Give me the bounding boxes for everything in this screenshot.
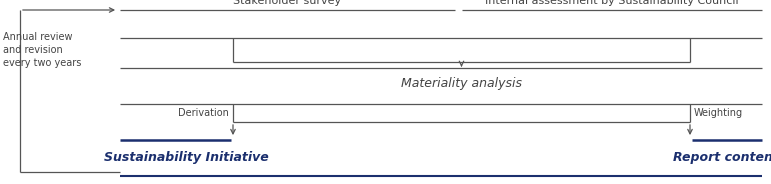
Text: Internal assessment by Sustainability Council: Internal assessment by Sustainability Co…: [485, 0, 739, 6]
Text: Annual review
and revision
every two years: Annual review and revision every two yea…: [3, 32, 82, 68]
Text: Weighting: Weighting: [694, 108, 743, 118]
Text: Report content: Report content: [673, 151, 771, 164]
Text: Materiality analysis: Materiality analysis: [401, 77, 522, 91]
Text: Derivation: Derivation: [178, 108, 229, 118]
Text: Sustainability Initiative: Sustainability Initiative: [104, 151, 269, 164]
Text: Stakeholder survey: Stakeholder survey: [234, 0, 342, 6]
